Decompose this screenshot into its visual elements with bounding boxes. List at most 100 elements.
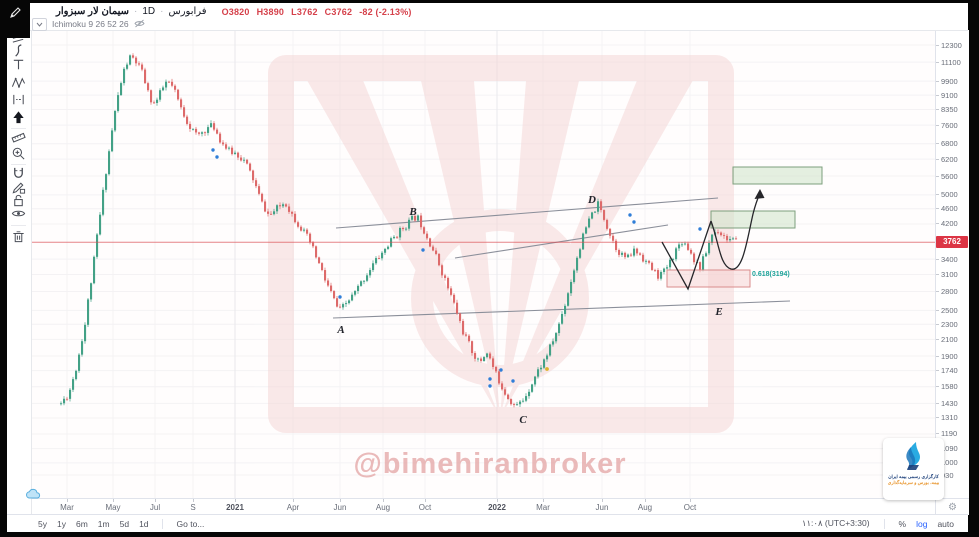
magnet-tool[interactable] [10, 166, 27, 181]
price-tick-label: 2100 [936, 334, 958, 344]
time-tick-label: S [176, 499, 210, 512]
change-value: -82 (-2.13%) [359, 6, 412, 17]
symbol-legend[interactable]: سیمان لار سبزوار · 1D · فرابورس O3820 H3… [56, 5, 412, 18]
arrow-marker-tool[interactable] [10, 110, 27, 125]
svg-text:E: E [714, 306, 722, 318]
price-tick-label: 9900 [936, 76, 958, 86]
separator-dot: · [160, 6, 164, 17]
drawing-mode-tool[interactable] [10, 180, 27, 195]
candlestick-series [60, 53, 738, 408]
time-tick-label: May [96, 499, 130, 512]
bottom-toolbar: 5y 1y 6m 1m 5d 1d Go to... ۱۱:۰۸ (UTC+3:30) %… [7, 514, 968, 532]
auto-scale-button[interactable]: auto [937, 518, 954, 529]
range-button-5d[interactable]: 5d [119, 518, 130, 529]
interval-label[interactable]: 1D [142, 6, 156, 17]
lock-all-tool[interactable] [10, 193, 27, 208]
time-tick-label: Jul [138, 499, 172, 512]
last-price-badge: 3762 [936, 236, 968, 249]
price-tick-label: 7600 [936, 120, 958, 130]
ruler-tool[interactable] [10, 130, 27, 145]
range-button-1y[interactable]: 1y [56, 518, 66, 529]
goto-button[interactable]: Go to... [176, 518, 205, 529]
time-tick-label: Oct [408, 499, 442, 512]
separator-dot: · [134, 6, 138, 17]
price-tick-label: 12300 [936, 40, 962, 50]
price-tick-label: 1740 [936, 366, 958, 376]
price-tick-label: 2500 [936, 305, 958, 315]
divider [161, 518, 163, 529]
time-tick-label: Oct [673, 499, 707, 512]
screen-corner-mask [0, 0, 30, 38]
xabcd-pattern-tool[interactable] [10, 75, 27, 90]
price-tick-label: 4600 [936, 204, 958, 214]
price-axis[interactable]: 12300 11100 9900 9100 8350 7600 6800 6200 5600 50… [935, 30, 969, 498]
sidebar-divider [11, 127, 26, 129]
price-tick-label: 1310 [936, 413, 958, 423]
indicator-name: Ichimoku 9 26 52 26 [52, 19, 129, 29]
text-tool[interactable] [10, 57, 27, 72]
price-tick-label: 1900 [936, 351, 958, 361]
log-scale-button[interactable]: log [916, 518, 928, 529]
time-axis[interactable]: Mar May Jul S 2021 Apr Jun Aug Oct 2022 Mar Jun Aug O… [31, 498, 935, 515]
scale-buttons-group: ۱۱:۰۸ (UTC+3:30) % log auto [802, 518, 968, 529]
zoom-in-tool[interactable] [10, 146, 27, 161]
time-tick-label: Jun [585, 499, 619, 512]
range-button-6m[interactable]: 6m [75, 518, 88, 529]
target-boxes[interactable] [666, 166, 823, 288]
range-button-5y[interactable]: 5y [38, 518, 47, 529]
sidebar-divider [11, 225, 26, 226]
time-tick-label: Aug [628, 499, 662, 512]
svg-text:D: D [587, 194, 596, 206]
cloud-sync-icon[interactable] [25, 488, 42, 507]
price-tick-label: 4200 [936, 219, 958, 229]
svg-text:A: A [336, 324, 344, 336]
time-tick-label: 2022 [480, 499, 514, 512]
exchange-label: فرابورس [168, 6, 207, 17]
hide-all-tool[interactable] [10, 206, 27, 221]
price-tick-label: 8350 [936, 105, 958, 114]
brush-tool[interactable] [10, 43, 27, 58]
broker-card-line2: بیمه، بورس و سرمایه‌گذاری [887, 480, 940, 485]
signal-markers [211, 148, 702, 388]
forecast-tool[interactable] [10, 92, 27, 107]
time-tick-label: Apr [276, 499, 310, 512]
sidebar-divider [11, 163, 26, 165]
range-buttons-group: 5y 1y 6m 1m 5d 1d Go to... [7, 518, 210, 530]
broker-logo-card: کارگزاری رسمی بیمه ایران بیمه، بورس و سر… [883, 438, 944, 500]
broker-emblem-watermark [31, 30, 935, 498]
price-tick-label: 5000 [936, 190, 958, 200]
price-tick-label: 1580 [936, 382, 958, 392]
broker-flame-logo [905, 442, 920, 470]
timezone-label[interactable]: ۱۱:۰۸ (UTC+3:30) [801, 518, 870, 528]
eye-off-icon[interactable] [134, 15, 145, 33]
projection-arrow[interactable] [661, 189, 765, 291]
ohlc-values: O3820 H3890 L3762 C3762 -82 (-2.13%) [222, 7, 412, 17]
open-value: O3820 [221, 6, 250, 17]
svg-text:C: C [519, 414, 527, 426]
price-tick-label: 1430 [936, 398, 958, 408]
gear-icon[interactable]: ⚙ [948, 501, 957, 513]
chevron-down-icon[interactable] [32, 17, 47, 31]
time-tick-label: Aug [366, 499, 400, 512]
range-button-1d[interactable]: 1d [139, 518, 149, 529]
elliott-wave-labels[interactable]: A B C D E [336, 194, 722, 426]
remove-drawings-tool[interactable] [10, 229, 27, 244]
price-tick-label: 6800 [936, 139, 958, 149]
pen-icon [9, 6, 22, 24]
price-tick-label: 9100 [936, 90, 958, 100]
range-button-1m[interactable]: 1m [97, 518, 110, 529]
price-tick-label: 5600 [936, 171, 958, 181]
high-value: H3890 [256, 6, 285, 17]
close-value: C3762 [324, 6, 353, 17]
indicator-legend[interactable]: Ichimoku 9 26 52 26 [32, 15, 145, 33]
time-tick-label: 2021 [218, 499, 252, 512]
percent-scale-button[interactable]: % [898, 518, 907, 529]
top-toolbar [7, 3, 968, 31]
drawing-tools-sidebar [7, 30, 32, 514]
chart-pane[interactable]: A B C D E 0.618(3194) [31, 30, 935, 498]
svg-text:B: B [408, 206, 416, 218]
trend-channel-lines[interactable] [332, 197, 791, 319]
divider [883, 518, 885, 529]
axis-settings-corner[interactable]: ⚙ [935, 498, 969, 515]
time-tick-label: Mar [526, 499, 560, 512]
